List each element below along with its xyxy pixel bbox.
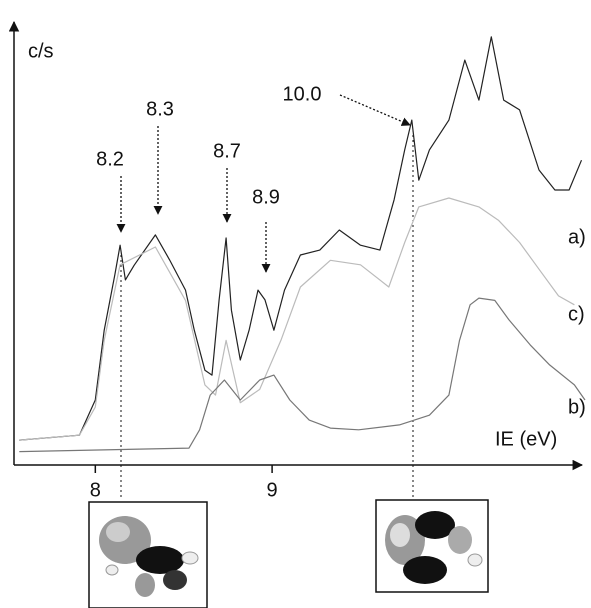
annotation: 8.7 [213, 140, 241, 162]
chart: c/s IE (eV) 8 9 a) c) b) 8.2 8.3 8.7 8.9 10.0 [0, 0, 591, 608]
annotation: 8.3 [146, 98, 174, 120]
x-tick-label: 8 [90, 479, 101, 501]
series-label: c) [568, 303, 585, 325]
series-label: b) [568, 396, 586, 418]
annotation-arrow [340, 95, 410, 125]
orbital-image [376, 500, 488, 592]
orbital-image [89, 502, 207, 608]
x-axis-label: IE (eV) [495, 428, 557, 450]
annotation: 10.0 [283, 83, 322, 105]
series-line [19, 198, 574, 440]
y-axis-label: c/s [28, 40, 54, 62]
series-label: a) [568, 226, 586, 248]
x-tick-label: 9 [267, 479, 278, 501]
annotation: 8.2 [96, 148, 124, 170]
annotation: 8.9 [252, 186, 280, 208]
